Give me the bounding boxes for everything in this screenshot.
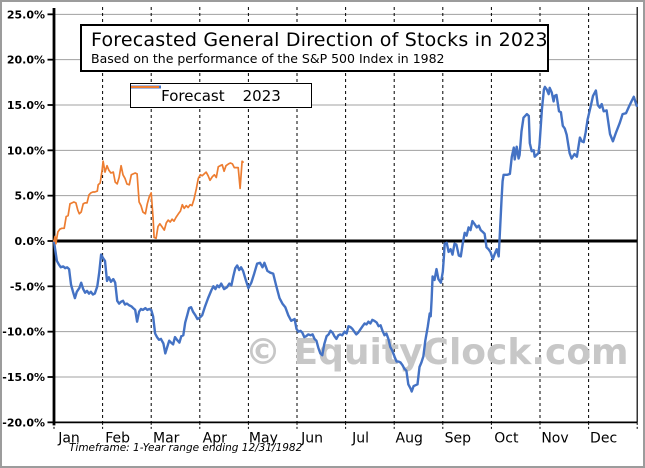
x-month-label: Dec xyxy=(590,430,617,446)
y-tick-label: -20.0% xyxy=(2,416,45,429)
x-month-label: Feb xyxy=(105,430,130,446)
y-tick-label: 5.0% xyxy=(14,190,45,203)
x-month-label: Nov xyxy=(541,430,568,446)
y-tick-label: 20.0% xyxy=(7,54,45,67)
series-line-2023 xyxy=(53,160,244,245)
timeframe-note: Timeframe: 1-Year range ending 12/31/198… xyxy=(69,442,303,454)
chart-title: Forecasted General Direction of Stocks i… xyxy=(91,29,548,51)
x-month-label: Apr xyxy=(203,430,227,446)
y-tick-label: -5.0% xyxy=(10,280,45,293)
y-tick-label: 10.0% xyxy=(7,144,45,157)
x-month-label: Mar xyxy=(153,430,180,446)
legend-label-forecast: Forecast xyxy=(161,86,225,105)
x-month-label: Jul xyxy=(351,430,369,446)
year2023-line-swatch-icon xyxy=(131,86,159,88)
legend-label-2023: 2023 xyxy=(242,86,281,105)
x-month-label: Oct xyxy=(494,430,519,446)
legend: Forecast 2023 xyxy=(130,83,312,108)
x-month-label: Jan xyxy=(57,430,80,446)
x-month-label: May xyxy=(249,430,278,446)
x-month-label: Aug xyxy=(396,430,423,446)
series-line-forecast xyxy=(52,85,638,393)
watermark: © EquityClock.com xyxy=(245,332,629,373)
legend-item-forecast: Forecast xyxy=(131,85,225,105)
y-tick-label: 15.0% xyxy=(7,99,45,112)
y-tick-label: -10.0% xyxy=(2,326,45,339)
y-tick-label: 0.0% xyxy=(14,235,45,248)
chart-subtitle: Based on the performance of the S&P 500 … xyxy=(91,51,445,66)
legend-item-2023: 2023 xyxy=(131,86,281,105)
y-tick-label: 25.0% xyxy=(7,8,45,21)
x-month-label: Jun xyxy=(300,430,323,446)
y-tick-label: -15.0% xyxy=(2,371,45,384)
x-month-label: Sep xyxy=(445,430,472,446)
chart-title-box: Forecasted General Direction of Stocks i… xyxy=(80,24,549,72)
